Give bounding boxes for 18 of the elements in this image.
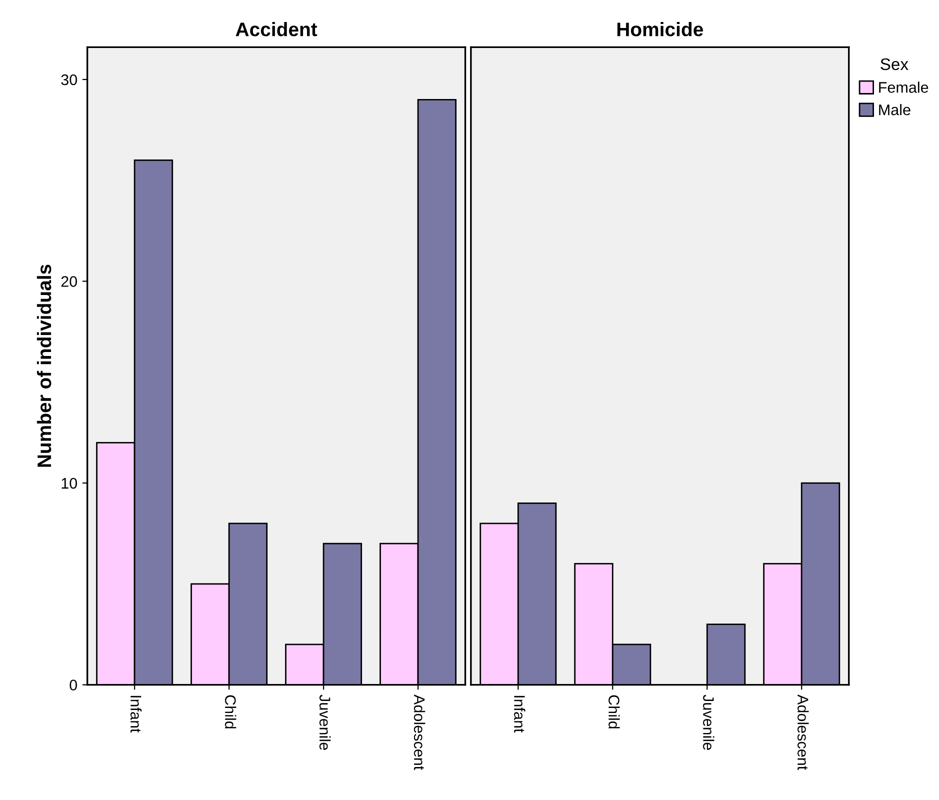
x-tick-label: Juvenile [319,694,331,750]
x-tick-label: Infant [514,696,526,733]
y-tick-label: 10 [62,478,78,489]
x-tick-label: Adolescent [414,694,426,770]
x-tick-label: Adolescent [798,694,809,770]
x-tick-label: Infant [130,696,142,733]
x-tick-label: Child [608,695,620,728]
legend-label: Female [879,82,928,93]
y-tick-label: 30 [61,74,78,86]
chart-title: Homicide [617,22,703,36]
y-tick-label: 0 [70,680,78,690]
y-tick-label: 20 [61,276,78,287]
x-tick-label: Juvenile [703,694,714,750]
chart-title: Accident [236,22,318,36]
legend-title: Sex [880,58,908,70]
legend-label: Male [879,104,910,116]
y-axis-title: Number of individuals [36,264,52,467]
x-tick-label: Child [224,695,236,728]
